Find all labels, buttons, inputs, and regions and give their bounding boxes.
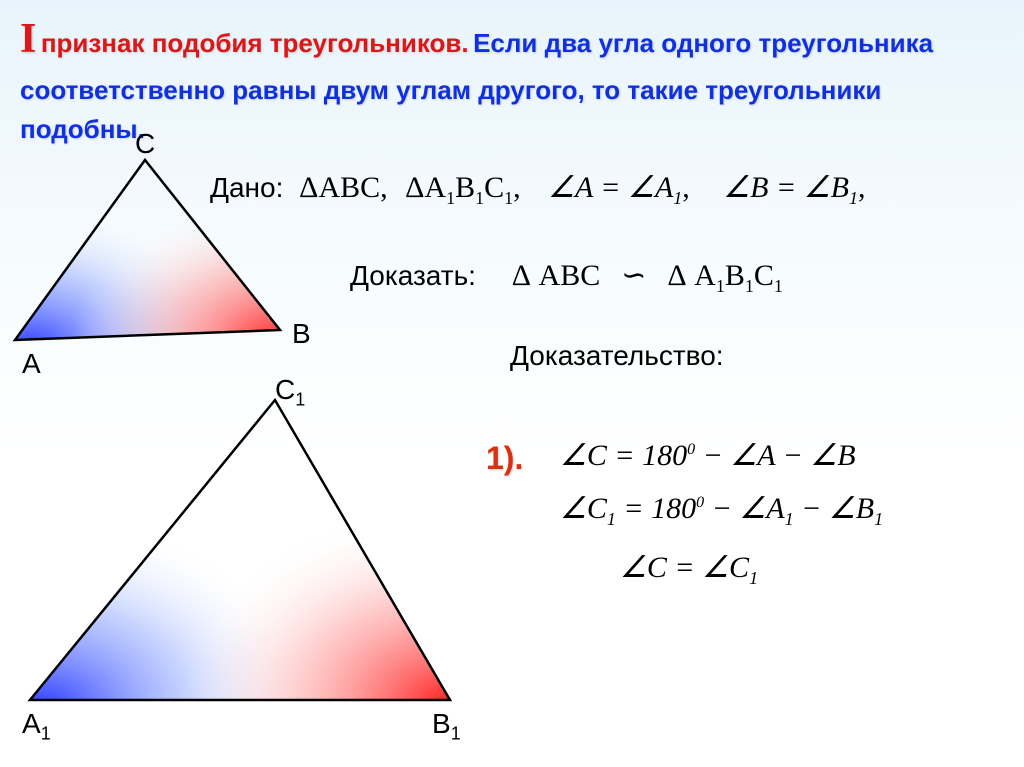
label-b1: B1: [432, 708, 461, 745]
given-row: Дано: ΔABC, ΔA1B1C1, ∠A = ∠A1, ∠B = ∠B1,: [210, 170, 865, 209]
given-label: Дано:: [210, 172, 283, 203]
eq-c1: ∠C1 = 1800 − ∠A1 − ∠B1: [560, 491, 883, 530]
prove-label: Доказать:: [350, 260, 476, 291]
label-a1: A1: [22, 708, 51, 745]
title-red-part: признак подобия треугольников.: [41, 28, 469, 58]
label-c: C: [135, 128, 155, 160]
prove-row: Доказать: Δ ABC ∽ Δ A1B1C1: [350, 258, 783, 297]
theorem-header: I признак подобия треугольников. Если дв…: [0, 0, 1024, 149]
label-a: A: [22, 348, 41, 380]
proof-label: Доказательство:: [510, 340, 724, 372]
label-c1: C1: [275, 374, 305, 411]
triangle-a1b1c1: [20, 390, 470, 720]
step-1: 1).: [486, 440, 523, 477]
roman-one: I: [20, 16, 36, 62]
eq-c-eq-c1: ∠C = ∠C1: [620, 550, 883, 589]
eq-c: ∠C = 1800 − ∠A − ∠B: [560, 438, 883, 473]
step-number: 1).: [486, 440, 523, 476]
label-b: B: [292, 318, 311, 350]
proof-equations: ∠C = 1800 − ∠A − ∠B ∠C1 = 1800 − ∠A1 − ∠…: [560, 438, 883, 607]
